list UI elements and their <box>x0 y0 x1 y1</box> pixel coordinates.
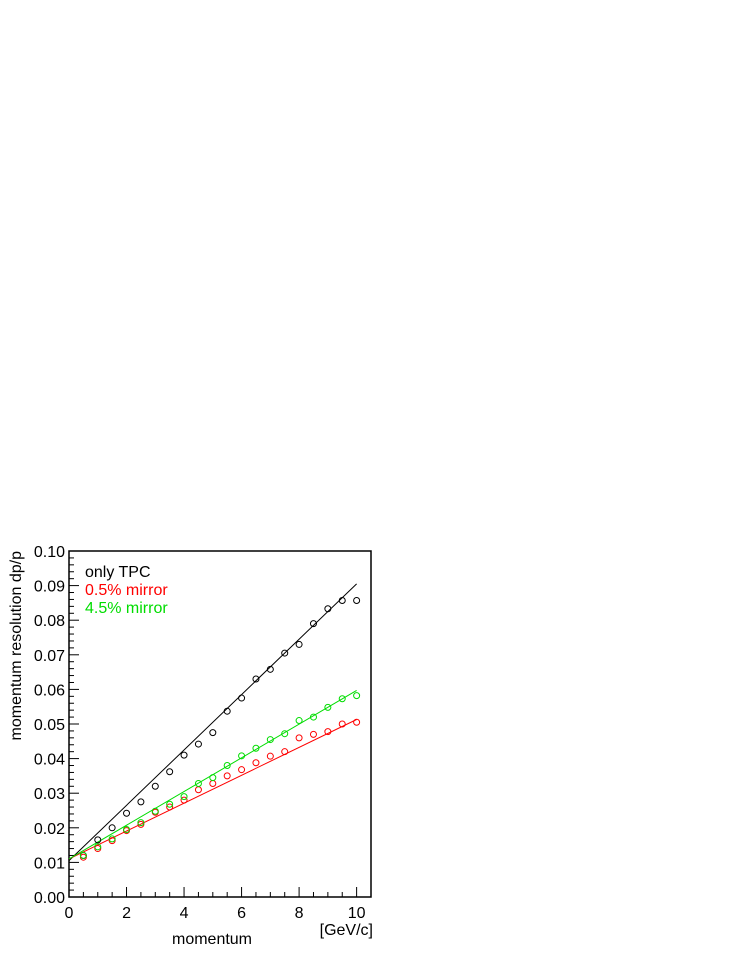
data-point-series-0 <box>194 740 202 748</box>
data-point-series-2 <box>309 713 317 721</box>
data-point-series-0 <box>137 798 145 806</box>
x-tick-label: 4 <box>180 905 189 922</box>
data-point-series-0 <box>180 751 188 759</box>
y-tick-label: 0.02 <box>34 821 65 838</box>
data-point-series-0 <box>281 649 289 657</box>
data-point-series-2 <box>324 703 332 711</box>
data-point-series-2 <box>166 800 174 808</box>
data-point-series-0 <box>209 729 217 737</box>
data-point-series-1 <box>324 728 332 736</box>
data-point-series-2 <box>353 692 361 700</box>
data-point-series-0 <box>223 707 231 715</box>
data-point-series-0 <box>252 675 260 683</box>
data-point-series-2 <box>209 774 217 782</box>
legend-entry: 4.5% mirror <box>85 600 168 617</box>
data-point-series-2 <box>238 752 246 760</box>
data-markers <box>79 596 361 861</box>
y-tick-label: 0.10 <box>34 544 65 561</box>
data-point-series-0 <box>295 640 303 648</box>
data-point-series-0 <box>166 768 174 776</box>
fit-line-series-0 <box>68 583 357 862</box>
data-point-series-1 <box>180 796 188 804</box>
x-tick-label: 10 <box>348 905 366 922</box>
data-point-series-2 <box>180 793 188 801</box>
y-tick-label: 0.05 <box>34 717 65 734</box>
data-point-series-1 <box>338 720 346 728</box>
legend-entry: only TPC <box>85 564 151 581</box>
y-axis-title: momentum resolution dp/p <box>8 551 25 741</box>
data-point-series-1 <box>166 803 174 811</box>
data-point-series-1 <box>252 759 260 767</box>
data-point-series-2 <box>281 730 289 738</box>
y-tick-label: 0.07 <box>34 648 65 665</box>
data-point-series-1 <box>309 730 317 738</box>
data-point-series-0 <box>338 596 346 604</box>
data-point-series-1 <box>194 786 202 794</box>
data-point-series-1 <box>295 734 303 742</box>
data-point-series-2 <box>79 851 87 859</box>
y-axis: 0.00 0.01 0.02 0.03 0.04 0.05 0.06 0.07 0.08 0.09… <box>34 544 79 907</box>
data-point-series-1 <box>209 780 217 788</box>
data-point-series-2 <box>295 717 303 725</box>
data-point-series-1 <box>353 718 361 726</box>
x-axis-title: momentum <box>172 931 252 948</box>
data-point-series-2 <box>266 736 274 744</box>
data-point-series-1 <box>238 766 246 774</box>
y-tick-label: 0.00 <box>34 890 65 907</box>
data-point-series-2 <box>137 819 145 827</box>
data-point-series-2 <box>123 826 131 834</box>
x-tick-label: 2 <box>122 905 131 922</box>
data-point-series-0 <box>151 782 159 790</box>
data-point-series-0 <box>238 694 246 702</box>
y-tick-label: 0.03 <box>34 786 65 803</box>
data-point-series-0 <box>123 809 131 817</box>
data-point-series-2 <box>194 780 202 788</box>
x-tick-label: 6 <box>237 905 246 922</box>
data-point-series-0 <box>94 836 102 844</box>
data-point-series-1 <box>223 772 231 780</box>
data-point-series-0 <box>108 824 116 832</box>
fit-lines <box>68 583 357 862</box>
data-point-series-2 <box>94 843 102 851</box>
x-tick-label: 0 <box>65 905 74 922</box>
data-point-series-2 <box>223 762 231 770</box>
data-point-series-0 <box>324 605 332 613</box>
data-point-series-0 <box>266 665 274 673</box>
data-point-series-1 <box>266 752 274 760</box>
data-point-series-2 <box>338 695 346 703</box>
y-tick-label: 0.08 <box>34 613 65 630</box>
x-axis: 0 2 4 6 8 10 <box>65 887 372 922</box>
y-tick-label: 0.04 <box>34 752 65 769</box>
data-point-series-1 <box>281 748 289 756</box>
data-point-series-2 <box>252 744 260 752</box>
x-axis-unit: [GeV/c] <box>320 922 373 939</box>
data-point-series-2 <box>108 835 116 843</box>
fit-line-series-1 <box>68 719 357 860</box>
legend-entry: 0.5% mirror <box>85 582 168 599</box>
data-point-series-0 <box>353 596 361 604</box>
y-tick-label: 0.01 <box>34 855 65 872</box>
data-point-series-2 <box>151 807 159 815</box>
data-point-series-0 <box>309 620 317 628</box>
y-tick-label: 0.09 <box>34 579 65 596</box>
x-tick-label: 8 <box>295 905 304 922</box>
y-tick-label: 0.06 <box>34 682 65 699</box>
